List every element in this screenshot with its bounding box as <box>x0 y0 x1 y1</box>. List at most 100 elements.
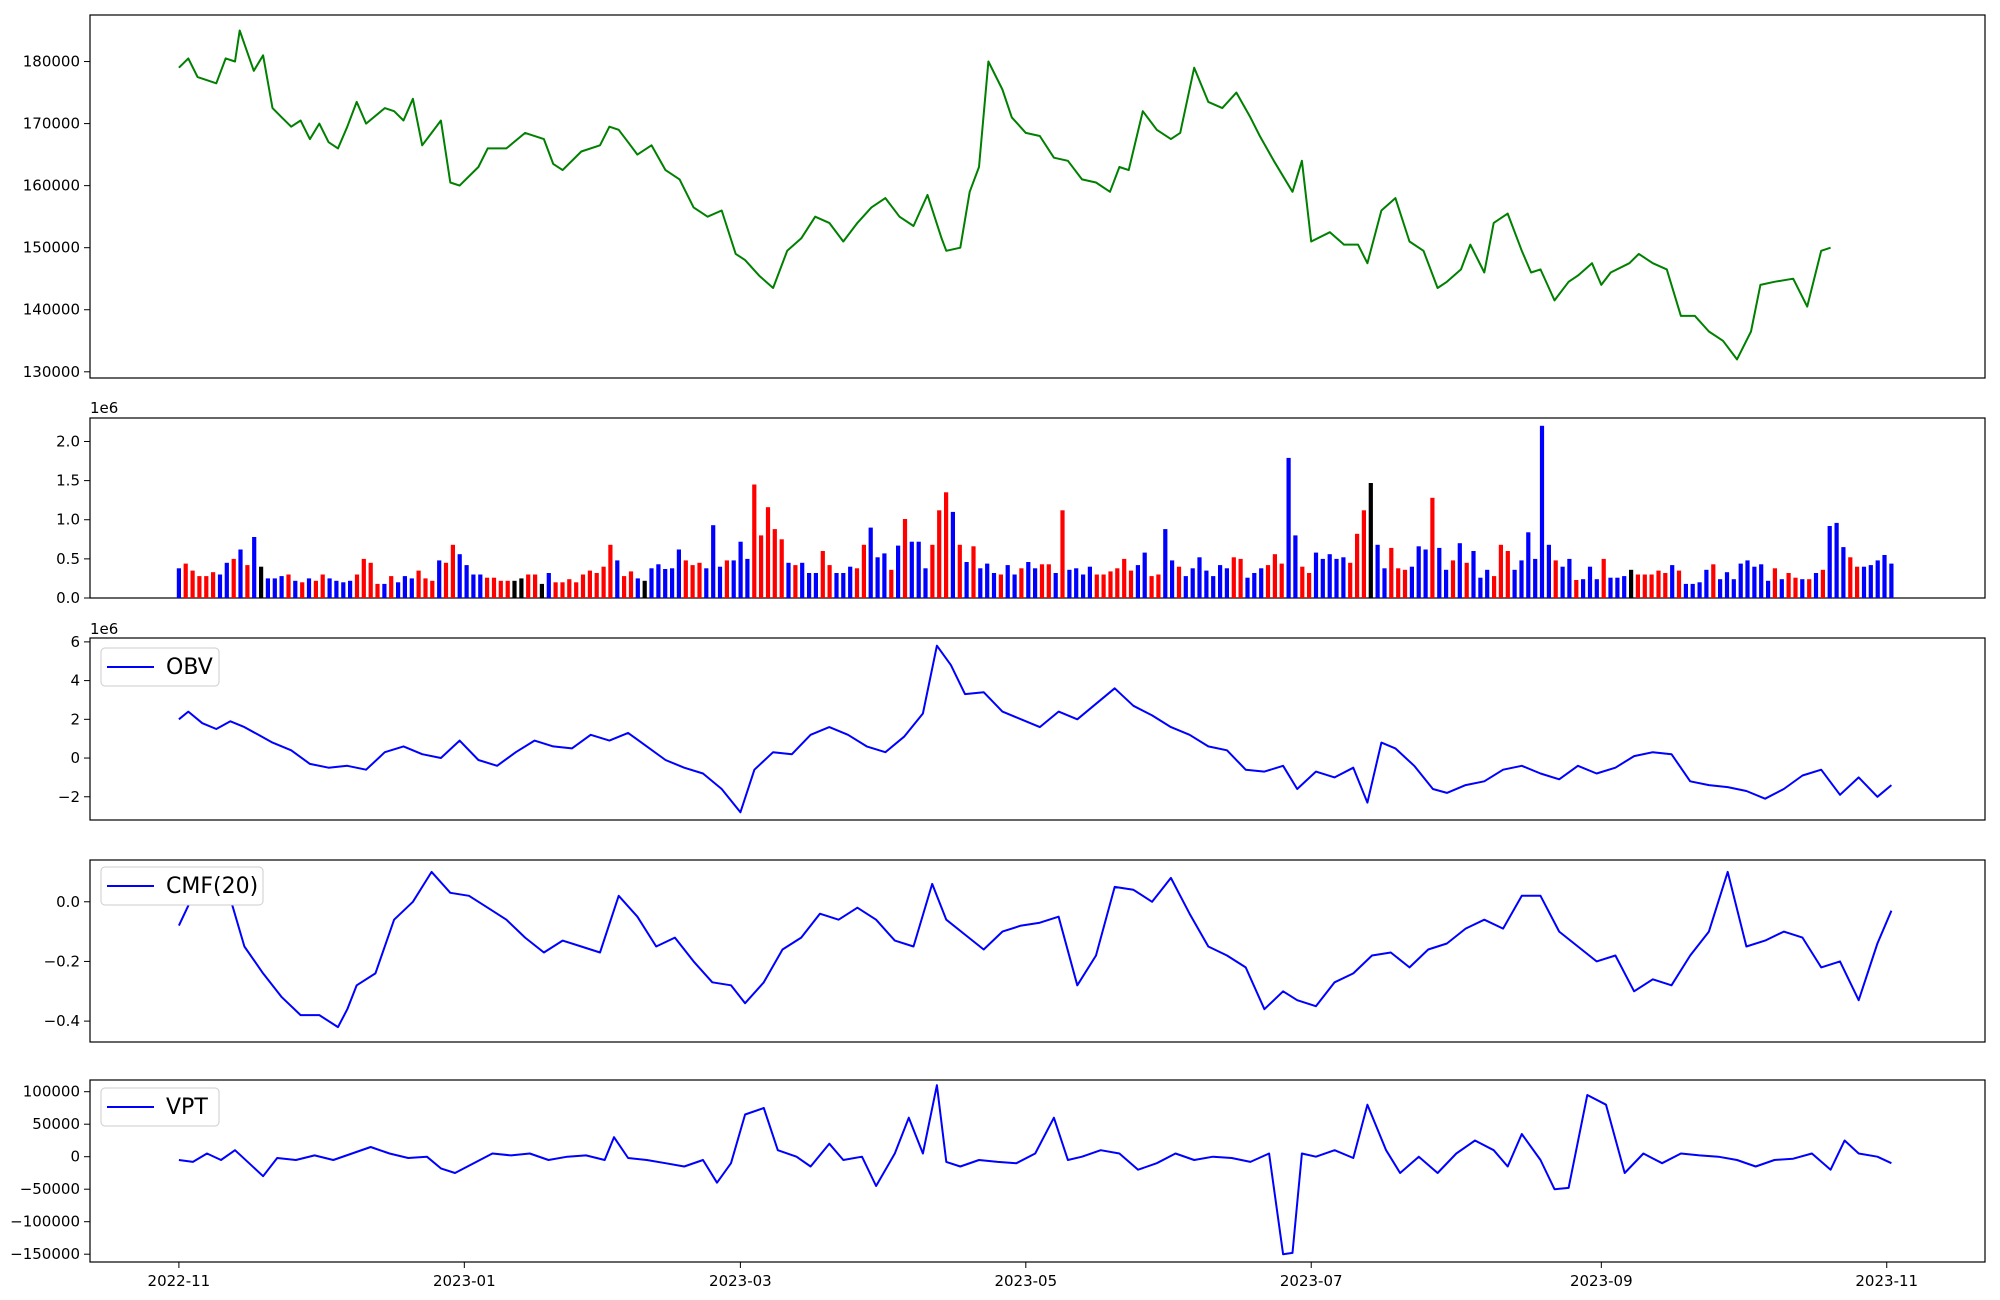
volume-bar <box>1204 570 1209 598</box>
volume-bar <box>1519 560 1524 598</box>
volume-bar <box>1087 566 1092 598</box>
volume-bar <box>1841 547 1846 598</box>
volume-bar <box>1772 568 1777 598</box>
volume-bar <box>896 545 901 598</box>
vpt-legend-box <box>100 1087 220 1127</box>
cmf-y-ticks: −0.4 −0.2 0.0 <box>44 893 90 1030</box>
volume-bar <box>1457 543 1462 598</box>
volume-bar <box>1327 554 1332 598</box>
volume-bar <box>1259 568 1264 598</box>
volume-bar <box>1163 529 1168 598</box>
volume-bar <box>224 562 229 598</box>
obv-series <box>178 644 1893 814</box>
cmf-y-tick-label: −0.2 <box>44 952 80 970</box>
volume-y-tick-label: 1.5 <box>56 472 80 490</box>
volume-bar <box>1629 569 1634 598</box>
volume-bar <box>649 568 654 598</box>
volume-bar <box>560 582 565 598</box>
volume-bar <box>1450 560 1456 598</box>
volume-bar <box>868 527 873 598</box>
volume-bar <box>1807 579 1812 598</box>
volume-bar <box>1128 570 1134 598</box>
volume-bar <box>765 507 771 598</box>
obv-y-tick-label: 2 <box>70 710 80 728</box>
cmf-series <box>177 870 1893 1029</box>
volume-bar <box>1265 565 1271 598</box>
x-tick-label: 2022-11 <box>148 1272 211 1290</box>
volume-bar <box>1183 576 1188 598</box>
obv-y-tick-label: 4 <box>70 672 80 690</box>
volume-bar <box>265 578 270 598</box>
vpt-panel: −150000 −100000 −50000 0 50000 100000 VPT <box>10 1079 1986 1263</box>
volume-bar <box>580 574 586 598</box>
vpt-line <box>178 1084 1892 1256</box>
volume-bar <box>1759 564 1764 598</box>
volume-bar <box>1423 549 1428 598</box>
volume-bar <box>1012 574 1017 598</box>
cmf-legend-box <box>100 866 264 906</box>
volume-bar <box>396 582 401 598</box>
volume-bar <box>539 583 544 598</box>
cmf-y-tick-label: −0.4 <box>44 1012 80 1030</box>
volume-bar <box>485 577 490 598</box>
volume-y-tick-label: 1.0 <box>56 511 80 529</box>
volume-bar <box>861 544 866 598</box>
volume-bar <box>1355 533 1360 598</box>
volume-bar <box>1615 577 1620 598</box>
volume-bar <box>711 525 716 598</box>
volume-bar <box>717 566 723 598</box>
volume-bar <box>882 553 887 598</box>
volume-bar <box>1855 566 1860 598</box>
volume-bar <box>1389 547 1394 598</box>
volume-bar <box>971 546 976 598</box>
volume-bar <box>1471 551 1476 598</box>
volume-bar <box>1067 569 1072 598</box>
volume-bar <box>1574 580 1579 598</box>
volume-bar <box>642 580 647 598</box>
volume-bar <box>786 562 791 598</box>
volume-bar <box>327 578 332 598</box>
volume-bar <box>478 574 483 598</box>
volume-bar <box>183 563 188 598</box>
volume-bar <box>1553 560 1558 598</box>
vpt-y-ticks: −150000 −100000 −50000 0 50000 100000 <box>10 1083 90 1263</box>
x-tick-label: 2023-05 <box>994 1272 1057 1290</box>
vpt-axes-frame <box>89 1079 1986 1263</box>
price-y-tick-label: 140000 <box>23 301 80 319</box>
volume-bar <box>1868 565 1873 598</box>
volume-bar <box>1039 564 1045 598</box>
volume-bar <box>704 568 709 598</box>
volume-bar <box>1704 569 1709 598</box>
volume-bar <box>211 572 216 598</box>
volume-bar <box>368 562 373 598</box>
volume-bar <box>807 573 812 598</box>
volume-bar <box>841 573 846 598</box>
volume-y-ticks: 0.0 0.5 1.0 1.5 2.0 <box>56 432 90 607</box>
volume-bar <box>1560 566 1565 598</box>
volume-bar <box>628 571 634 598</box>
volume-bar <box>574 582 579 598</box>
obv-panel: 1e6 −2 0 2 4 6 OBV <box>58 620 1986 821</box>
volume-bar <box>1238 558 1243 598</box>
volume-bar <box>1402 569 1408 598</box>
volume-bar <box>1622 576 1627 598</box>
volume-bar <box>1683 583 1688 598</box>
volume-bar <box>827 565 832 598</box>
volume-bar <box>1142 552 1147 598</box>
volume-bar <box>389 576 394 598</box>
x-tick-label: 2023-07 <box>1280 1272 1343 1290</box>
volume-bar <box>1539 425 1545 598</box>
volume-bar <box>1101 574 1106 598</box>
volume-bar <box>176 568 181 598</box>
volume-bar <box>1341 557 1346 598</box>
volume-bar <box>779 539 784 598</box>
volume-bar <box>745 558 750 598</box>
cmf-panel: −0.4 −0.2 0.0 CMF(20) <box>44 859 1986 1043</box>
volume-bar <box>683 560 688 598</box>
volume-bar <box>1382 568 1387 598</box>
volume-bar <box>526 574 531 598</box>
volume-bar <box>1060 510 1065 598</box>
volume-bar <box>1108 571 1113 598</box>
volume-bar <box>512 580 517 598</box>
